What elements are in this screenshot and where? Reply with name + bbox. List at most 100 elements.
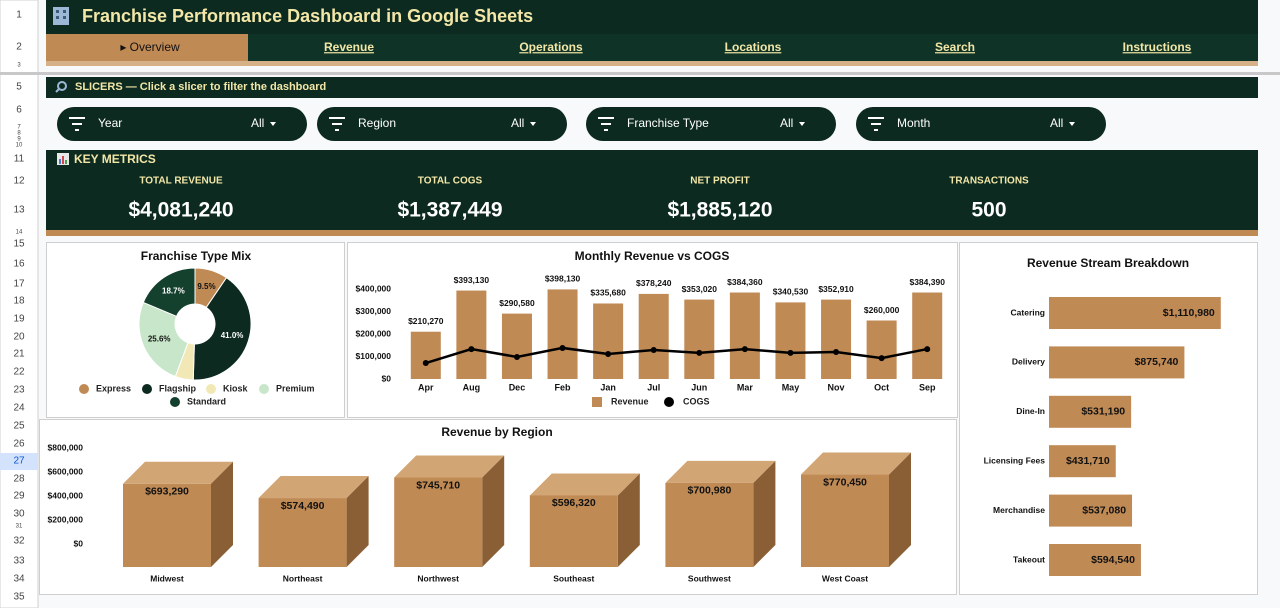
row-number: 30 xyxy=(13,509,25,520)
chart-title: Monthly Revenue vs COGS xyxy=(575,249,730,263)
line-point xyxy=(650,346,657,353)
row-number: 19 xyxy=(13,314,25,325)
row-number: 24 xyxy=(13,403,25,414)
bar-top xyxy=(801,452,911,475)
nav-tab[interactable]: Revenue xyxy=(324,40,374,54)
y-tick-label: $200,000 xyxy=(356,328,392,338)
filter-icon xyxy=(868,117,884,131)
active-tab xyxy=(46,34,248,61)
bar-side xyxy=(211,461,233,567)
bar xyxy=(801,474,889,567)
x-tick-label: West Coast xyxy=(822,573,868,583)
data-label: $745,710 xyxy=(416,479,460,491)
bar xyxy=(1049,297,1221,329)
chart-title: Revenue Stream Breakdown xyxy=(1027,256,1189,270)
slicer-heading: SLICERS — Click a slicer to filter the d… xyxy=(75,81,326,93)
data-label: $770,450 xyxy=(823,476,867,488)
line-point xyxy=(878,355,885,362)
chart-title: Revenue by Region xyxy=(441,425,552,439)
slicer-pill[interactable] xyxy=(586,107,836,141)
dropdown-caret xyxy=(1069,122,1075,126)
data-label: $352,910 xyxy=(818,284,854,294)
metric-value: $1,387,449 xyxy=(397,199,502,222)
bar xyxy=(1049,445,1116,478)
nav-tab[interactable]: Locations xyxy=(725,40,782,54)
nav-tab[interactable]: ▸ Overview xyxy=(120,40,180,54)
nav-tab[interactable]: Instructions xyxy=(1123,40,1192,54)
bar xyxy=(866,320,897,379)
row-number: 10 xyxy=(16,143,23,149)
legend-label: Flagship xyxy=(159,383,197,393)
x-tick-label: Jan xyxy=(600,382,616,392)
row-number: 2 xyxy=(16,42,22,53)
pie-slice xyxy=(142,267,196,317)
x-tick-label: Jul xyxy=(647,382,660,392)
y-tick-label: $0 xyxy=(382,373,392,383)
y-tick-label: $600,000 xyxy=(48,466,84,476)
metric-label: TOTAL REVENUE xyxy=(139,176,223,187)
dropdown-caret xyxy=(530,122,536,126)
bar xyxy=(123,483,211,567)
row-number: 21 xyxy=(13,349,25,360)
bar xyxy=(729,292,760,379)
line-point xyxy=(468,346,475,353)
data-label: $700,980 xyxy=(688,485,732,497)
data-label: $431,710 xyxy=(1066,455,1110,467)
metric-value: $4,081,240 xyxy=(128,199,233,222)
nav-tab[interactable]: Operations xyxy=(519,40,583,54)
line-point xyxy=(513,353,520,360)
slicer-pill[interactable] xyxy=(57,107,307,141)
row-number: 6 xyxy=(16,105,22,116)
bar-side xyxy=(482,455,505,567)
search-icon xyxy=(55,81,67,93)
slicer-pill[interactable] xyxy=(317,107,567,141)
row-number: 16 xyxy=(13,259,25,270)
row-number: 17 xyxy=(13,279,25,290)
bar xyxy=(529,495,618,567)
row-number: 20 xyxy=(13,332,25,343)
x-tick-label: Dec xyxy=(509,382,526,392)
bar-side xyxy=(889,452,911,567)
metric-label: TRANSACTIONS xyxy=(949,176,1029,187)
y-tick-label: Delivery xyxy=(1012,357,1045,367)
filter-icon xyxy=(598,117,614,131)
y-tick-label: Takeout xyxy=(1013,554,1045,564)
bar-top xyxy=(665,460,776,483)
bar xyxy=(775,302,806,379)
data-label: $875,740 xyxy=(1135,356,1179,368)
row-number: 3 xyxy=(17,63,21,69)
bar xyxy=(258,498,347,567)
row-number: 33 xyxy=(13,556,25,567)
data-label: $260,000 xyxy=(864,305,900,315)
row-number: 28 xyxy=(13,474,25,485)
slicer-band xyxy=(46,77,1258,98)
building-icon xyxy=(53,7,69,25)
slicer-value: All xyxy=(780,116,793,130)
line-point xyxy=(605,351,612,358)
legend-label: COGS xyxy=(683,396,710,406)
data-label: $210,270 xyxy=(408,316,444,326)
x-tick-label: Aug xyxy=(463,382,481,392)
legend-swatch xyxy=(206,384,216,394)
line xyxy=(425,346,928,365)
legend-label: Express xyxy=(96,383,131,393)
row-number: 1 xyxy=(16,10,22,21)
row-number: 25 xyxy=(13,421,25,432)
legend-swatch xyxy=(664,397,674,407)
slicer-label: Month xyxy=(897,116,930,130)
x-tick-label: Northwest xyxy=(417,573,459,583)
row-number: 9 xyxy=(17,137,21,143)
dropdown-caret xyxy=(270,122,276,126)
bar-side xyxy=(617,473,640,567)
metrics-heading: KEY METRICS xyxy=(74,152,156,166)
row-number: 18 xyxy=(13,296,25,307)
nav-tab[interactable]: Search xyxy=(935,40,975,54)
freeze-divider xyxy=(0,72,1280,75)
row-number: 8 xyxy=(17,131,21,137)
bar xyxy=(593,303,624,379)
slicer-pill[interactable] xyxy=(856,107,1106,141)
data-label: $531,190 xyxy=(1081,406,1125,418)
bar xyxy=(912,292,943,379)
metric-value: $1,885,120 xyxy=(667,199,772,222)
